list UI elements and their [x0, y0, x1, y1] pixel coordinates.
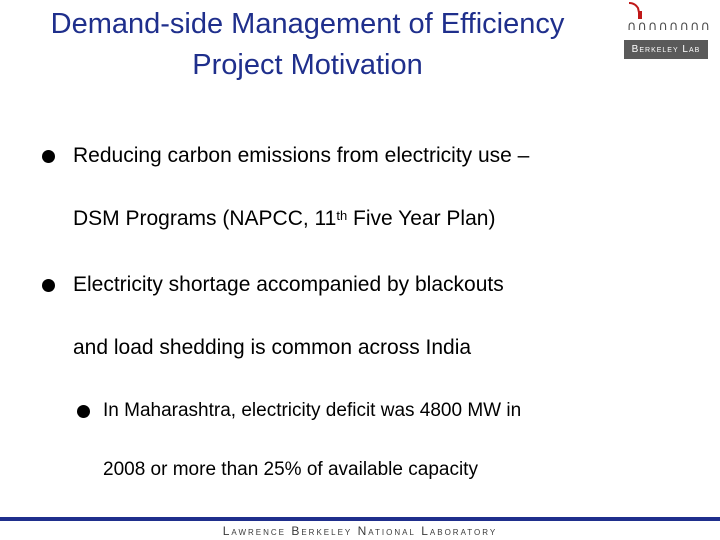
bullet-1-line-2-pre: DSM Programs (NAPCC, 11 [73, 207, 337, 230]
bullet-1-line-2-sup: th [336, 208, 348, 223]
sub-bullet-1-line-2: 2008 or more than 25% of available capac… [103, 459, 478, 480]
bullet-dot-2 [42, 279, 55, 292]
sub-bullet-dot-1 [77, 405, 90, 418]
bullet-dot-1 [42, 150, 55, 163]
logo-label: Berkeley Lab [624, 40, 708, 59]
bullet-1-line-2-post: Five Year Plan) [347, 207, 496, 230]
logo-arcs: ∩∩∩∩∩∩∩∩ [627, 19, 712, 34]
bullet-1-line-2: DSM Programs (NAPCC, 11th Five Year Plan… [73, 207, 495, 231]
footer-label: Lawrence Berkeley National Laboratory [222, 524, 498, 538]
berkeley-lab-logo: ∩∩∩∩∩∩∩∩ Berkeley Lab [620, 2, 712, 64]
slide-title: Demand-side Management of Efficiency Pro… [0, 4, 615, 86]
bullet-1-line-1: Reducing carbon emissions from electrici… [73, 144, 530, 167]
title-line-2: Project Motivation [192, 49, 423, 81]
footer-bar [0, 517, 720, 521]
sub-bullet-1-line-1: In Maharashtra, electricity deficit was … [103, 400, 522, 421]
bullet-2-line-2: and load shedding is common across India [73, 336, 472, 359]
bullet-2-line-1: Electricity shortage accompanied by blac… [73, 273, 504, 296]
title-line-1: Demand-side Management of Efficiency [50, 8, 565, 40]
campanile-icon [628, 2, 642, 19]
